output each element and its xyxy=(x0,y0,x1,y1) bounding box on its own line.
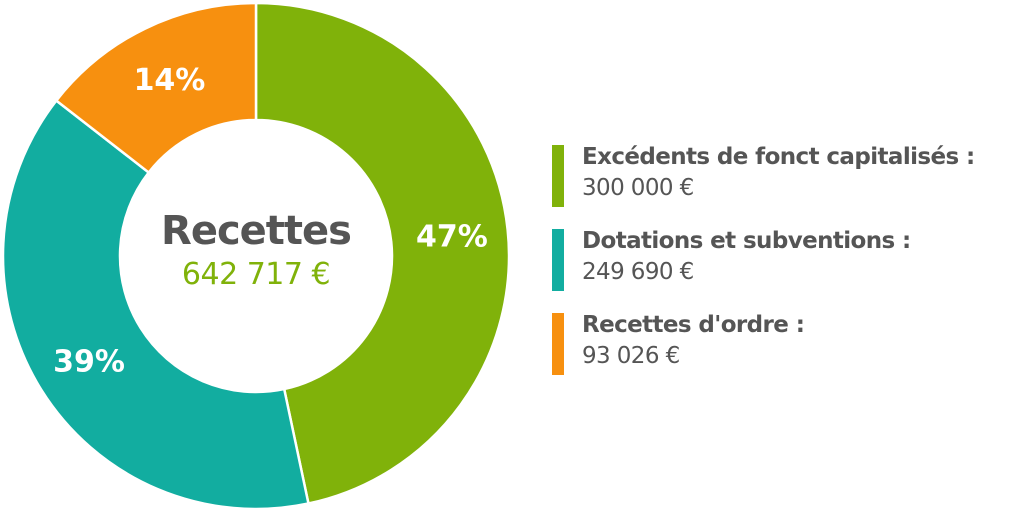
legend-label-excedents: Excédents de fonct capitalisés : xyxy=(582,144,975,170)
donut-slices xyxy=(1,1,511,511)
legend-value-excedents: 300 000 € xyxy=(582,175,694,201)
slice-recettes-ordre xyxy=(54,1,258,175)
slice-excedents xyxy=(254,1,511,505)
donut-chart: 47% 39% 14% Recettes 642 717 € xyxy=(1,1,511,511)
percent-label-dotations: 39% xyxy=(53,344,125,379)
slice-dotations xyxy=(1,98,310,511)
legend-swatch-excedents xyxy=(552,145,564,207)
legend-item-dotations: Dotations et subventions : 249 690 € xyxy=(552,225,1020,309)
percent-label-recettes-ordre: 14% xyxy=(134,63,206,98)
legend-item-recettes-ordre: Recettes d'ordre : 93 026 € xyxy=(552,309,1020,393)
legend-label-dotations: Dotations et subventions : xyxy=(582,228,911,254)
percent-labels: 47% 39% 14% xyxy=(53,63,488,379)
center-value: 642 717 € xyxy=(182,257,330,292)
percent-label-excedents: 47% xyxy=(416,219,488,254)
legend-swatch-recettes-ordre xyxy=(552,313,564,375)
legend-swatch-dotations xyxy=(552,229,564,291)
center-title: Recettes xyxy=(161,208,351,254)
legend-value-recettes-ordre: 93 026 € xyxy=(582,343,680,369)
legend-item-excedents: Excédents de fonct capitalisés : 300 000… xyxy=(552,141,1020,225)
legend: Excédents de fonct capitalisés : 300 000… xyxy=(552,141,1020,393)
legend-label-recettes-ordre: Recettes d'ordre : xyxy=(582,312,805,338)
legend-value-dotations: 249 690 € xyxy=(582,259,694,285)
